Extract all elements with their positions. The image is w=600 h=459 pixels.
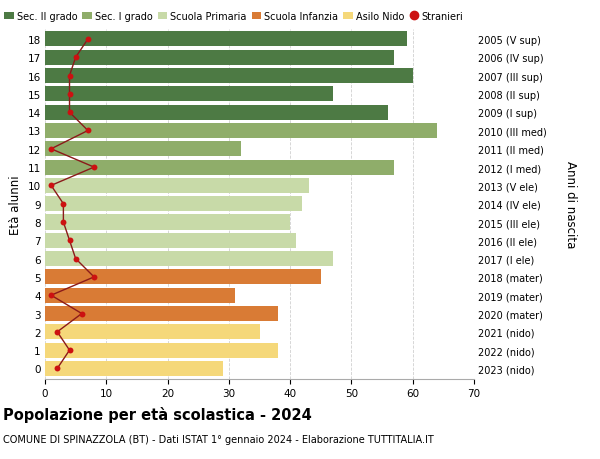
Point [65,109,74,117]
Bar [45,33,407,47]
Point [83,36,93,44]
Bar [45,325,260,340]
Bar [45,197,302,212]
Point [52,365,62,372]
Point [65,91,74,98]
Point [89,164,99,171]
Point [46,292,56,299]
Bar [45,179,308,194]
Point [59,219,68,226]
Point [71,255,80,263]
Text: COMUNE DI SPINAZZOLA (BT) - Dati ISTAT 1° gennaio 2024 - Elaborazione TUTTITALIA: COMUNE DI SPINAZZOLA (BT) - Dati ISTAT 1… [3,434,434,444]
Y-axis label: Anni di nascita: Anni di nascita [563,161,577,248]
Bar [45,343,278,358]
Bar [45,124,437,139]
Bar [45,233,296,248]
Y-axis label: Età alunni: Età alunni [9,174,22,234]
Point [52,329,62,336]
Bar [45,69,413,84]
Bar [45,361,223,376]
Point [65,237,74,245]
Point [65,73,74,80]
Point [83,128,93,135]
Point [89,274,99,281]
Bar [45,306,278,321]
Bar [45,142,241,157]
Text: Popolazione per età scolastica - 2024: Popolazione per età scolastica - 2024 [3,406,312,422]
Bar [45,215,290,230]
Point [59,201,68,208]
Point [65,347,74,354]
Point [71,55,80,62]
Point [46,146,56,153]
Bar [45,288,235,303]
Legend: Sec. II grado, Sec. I grado, Scuola Primaria, Scuola Infanzia, Asilo Nido, Stran: Sec. II grado, Sec. I grado, Scuola Prim… [4,11,463,22]
Point [77,310,86,318]
Point [46,182,56,190]
Bar [45,160,394,175]
Bar [45,270,321,285]
Bar [45,106,388,120]
Bar [45,252,333,267]
Bar [45,87,333,102]
Bar [45,50,394,66]
